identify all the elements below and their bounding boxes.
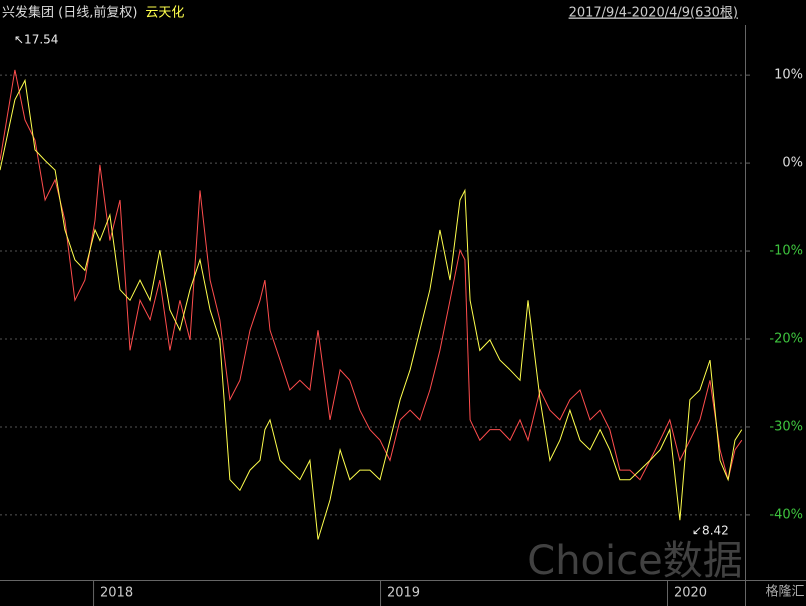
y-tick-label: 10% (774, 68, 803, 83)
x-tick-label: 2019 (387, 586, 420, 601)
annotation: ↙8.42 (692, 524, 729, 538)
legend-entry: 云天化 (145, 6, 184, 21)
legend-entry: 兴发集团 (日线,前复权) (2, 5, 137, 21)
y-tick-label: -10% (769, 244, 803, 259)
logo: 格隆汇 (765, 584, 804, 600)
series-line (0, 69, 743, 481)
watermark: Choice数据 (527, 538, 742, 584)
y-tick-label: -40% (769, 507, 803, 522)
x-tick-label: 2020 (674, 586, 707, 601)
y-tick-label: 0% (782, 156, 803, 171)
series-line (0, 78, 743, 540)
date-range: 2017/9/4-2020/4/9(630根) (569, 6, 738, 21)
x-tick-label: 2018 (100, 586, 133, 601)
annotation: ↖17.54 (14, 33, 58, 47)
y-tick-label: -30% (769, 419, 803, 434)
y-tick-label: -20% (769, 332, 803, 347)
